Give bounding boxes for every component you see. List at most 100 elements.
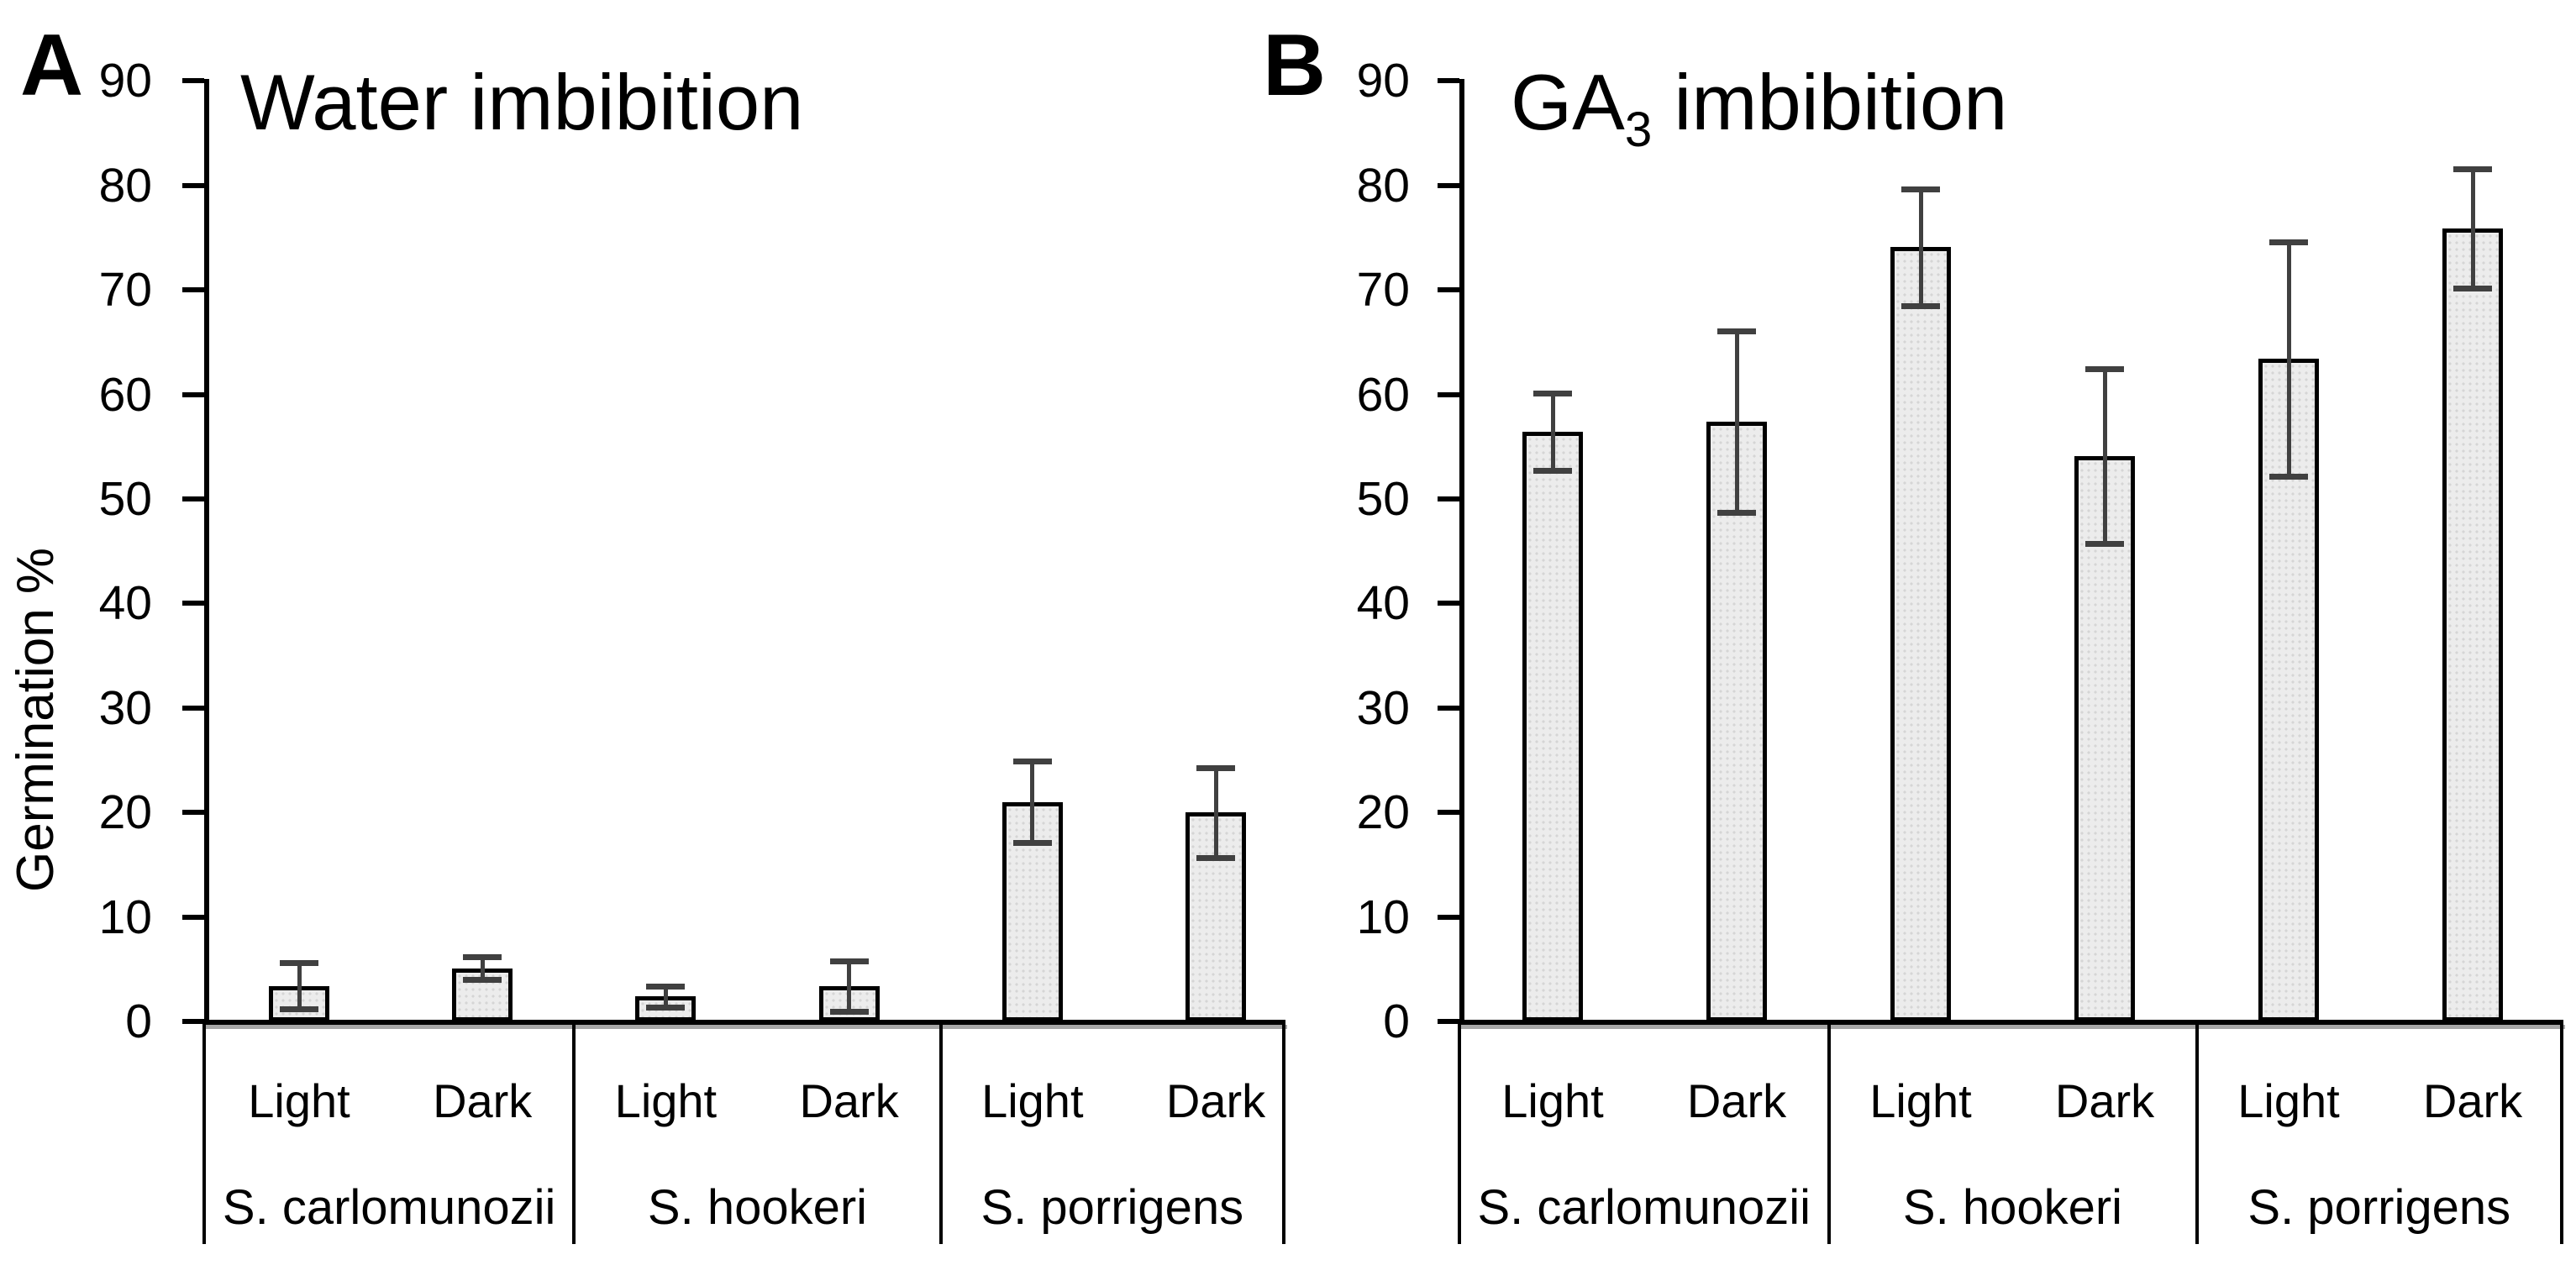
bar (2442, 228, 2503, 1021)
error-bar-line (480, 956, 485, 980)
category-group-divider (572, 1020, 576, 1244)
condition-label: Dark (2422, 1074, 2523, 1127)
panel-b-title-text: GA (1511, 58, 1625, 146)
y-axis-tick (182, 914, 204, 920)
category-group-divider (1458, 1020, 1461, 1244)
y-axis-tick (1438, 810, 1459, 816)
error-bar-line (1734, 330, 1739, 513)
y-axis-tick (1438, 496, 1459, 501)
error-bar-bottom-cap (646, 1004, 686, 1011)
error-bar-bottom-cap (1533, 468, 1572, 475)
x-axis-baseline (1459, 1020, 2562, 1025)
condition-label: Dark (433, 1074, 533, 1127)
condition-label: Dark (1686, 1074, 1787, 1127)
bar (1706, 421, 1767, 1021)
y-axis-tick (1438, 287, 1459, 293)
y-axis-tick-label: 20 (98, 785, 152, 840)
panel-b-title: GA3 imbibition (1511, 59, 2007, 157)
y-axis-tick (1438, 705, 1459, 711)
y-axis-tick-label: 80 (98, 158, 152, 213)
bar (2074, 455, 2135, 1021)
y-axis-tick-label: 90 (98, 54, 152, 108)
error-bar-line (297, 963, 302, 1010)
error-bar-bottom-cap (280, 1006, 318, 1013)
error-bar-top-cap (1196, 764, 1235, 771)
y-axis-tick (1438, 78, 1459, 84)
bar (1522, 432, 1583, 1021)
error-bar-line (1918, 188, 1923, 306)
y-axis-tick-label: 60 (1356, 367, 1410, 422)
y-axis-tick (182, 496, 204, 501)
species-label: S. porrigens (2247, 1180, 2511, 1235)
category-group-divider (2195, 1020, 2199, 1244)
category-group-divider (1827, 1020, 1831, 1244)
y-axis-tick-label: 40 (98, 576, 152, 631)
panel-b-title-subscript: 3 (1624, 102, 1653, 157)
condition-label: Light (981, 1074, 1084, 1127)
condition-label: Dark (799, 1074, 899, 1127)
species-label: S. carlomunozii (222, 1180, 556, 1235)
species-label: S. carlomunozii (1477, 1180, 1811, 1235)
panel-a-letter: A (20, 17, 84, 114)
bar (452, 968, 513, 1021)
y-axis-tick (1438, 391, 1459, 397)
species-label: S. hookeri (1902, 1180, 2123, 1235)
y-axis-tick-label: 10 (98, 890, 152, 944)
y-axis-tick (1438, 601, 1459, 606)
error-bar-top-cap (2269, 239, 2308, 245)
y-axis-tick (1438, 1019, 1459, 1024)
category-group-divider (938, 1020, 943, 1244)
category-group-divider (1282, 1020, 1285, 1244)
y-axis-tick-label: 70 (98, 263, 152, 318)
y-axis-tick (182, 182, 204, 188)
y-axis-tick-label: 30 (98, 680, 152, 735)
y-axis-tick-label: 40 (1356, 576, 1410, 631)
error-bar-top-cap (2453, 165, 2492, 172)
y-axis-tick-label: 10 (1356, 890, 1410, 944)
x-axis-baseline-shadow (1459, 1025, 2565, 1029)
error-bar-line (2102, 368, 2107, 544)
y-axis-tick-label: 20 (1356, 785, 1410, 840)
error-bar-top-cap (1901, 186, 1940, 192)
y-axis-tick (182, 1019, 204, 1024)
panel-a-title-text: Water imbibition (240, 58, 804, 146)
condition-label: Dark (1165, 1074, 1266, 1127)
y-axis-tick (182, 810, 204, 816)
panel-b-letter: B (1263, 17, 1327, 114)
error-bar-top-cap (829, 958, 869, 964)
y-axis-line (1459, 79, 1464, 1025)
error-bar-bottom-cap (2269, 473, 2308, 480)
x-axis-baseline-shadow (204, 1025, 1287, 1029)
error-bar-line (2470, 168, 2475, 288)
error-bar-line (1213, 767, 1218, 858)
error-bar-top-cap (1533, 391, 1572, 397)
y-axis-tick-label: 0 (1383, 995, 1410, 1048)
error-bar-top-cap (463, 953, 502, 960)
condition-label: Dark (2054, 1074, 2155, 1127)
panel-b-title-rest: imbibition (1652, 58, 2008, 146)
panel-a-title: Water imbibition (240, 59, 803, 157)
error-bar-line (1550, 393, 1555, 471)
error-bar-bottom-cap (2085, 541, 2124, 548)
y-axis-tick (182, 78, 204, 84)
error-bar-top-cap (1012, 759, 1052, 765)
y-axis-tick (1438, 914, 1459, 920)
error-bar-top-cap (1717, 328, 1756, 334)
x-axis-baseline (204, 1020, 1284, 1025)
error-bar-bottom-cap (463, 977, 502, 984)
y-axis-tick (182, 391, 204, 397)
error-bar-bottom-cap (1901, 302, 1940, 309)
category-group-divider (2560, 1020, 2563, 1244)
condition-label: Light (248, 1074, 350, 1127)
species-label: S. hookeri (647, 1180, 868, 1235)
error-bar-line (663, 985, 668, 1007)
y-axis-tick-label: 0 (125, 995, 152, 1048)
category-group-divider (202, 1020, 206, 1244)
error-bar-line (1030, 761, 1035, 843)
y-axis-tick-label: 90 (1356, 54, 1410, 108)
error-bar-bottom-cap (1012, 840, 1052, 847)
error-bar-top-cap (280, 960, 318, 967)
error-bar-bottom-cap (2453, 285, 2492, 291)
error-bar-bottom-cap (1717, 510, 1756, 517)
